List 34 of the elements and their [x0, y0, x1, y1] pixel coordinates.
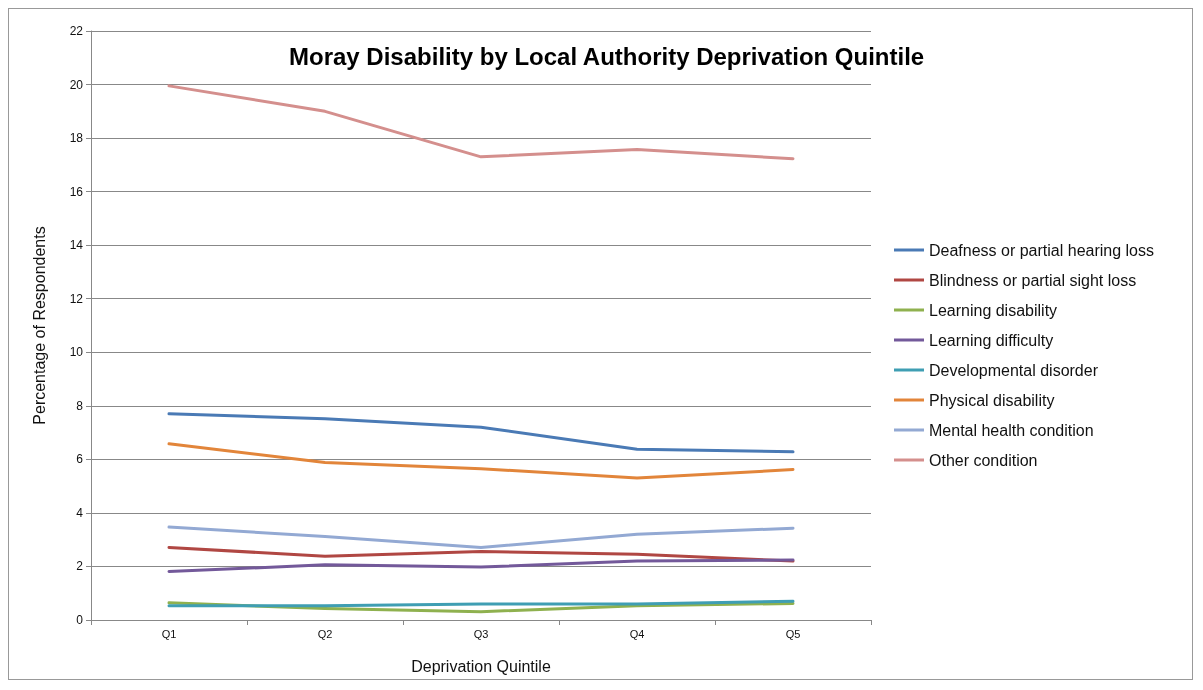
y-tick-label: 16	[69, 184, 84, 199]
x-tick-label: Q1	[161, 627, 177, 640]
x-tick-label: Q2	[317, 627, 333, 640]
x-tick-label: Q3	[473, 627, 489, 640]
y-tick-label: 4	[76, 505, 84, 520]
y-axis-title: Percentage of Respondents	[30, 226, 48, 425]
y-tick-label: 2	[76, 559, 84, 574]
line-series	[167, 545, 795, 563]
x-axis-title: Deprivation Quintile	[411, 657, 551, 675]
legend-label: Other condition	[929, 451, 1038, 469]
x-tick-label: Q4	[629, 627, 645, 640]
legend-label: Physical disability	[929, 391, 1055, 409]
text: Moray Disability by Local Authority Deprivation Quintile	[289, 42, 925, 70]
line-series	[167, 84, 795, 161]
legend-label: Deafness or partial hearing loss	[929, 241, 1155, 259]
y-tick-label: 18	[69, 131, 84, 146]
legend-label: Learning difficulty	[929, 331, 1054, 349]
line-series	[167, 412, 795, 454]
line-series	[167, 525, 795, 549]
y-tick-label: 10	[69, 345, 84, 360]
line-series	[167, 442, 795, 480]
y-tick-label: 12	[69, 291, 84, 306]
line-series	[167, 558, 795, 574]
y-tick-label: 6	[76, 452, 84, 467]
y-tick-label: 8	[76, 398, 84, 413]
legend-label: Mental health condition	[929, 421, 1094, 439]
y-tick-label: 0	[76, 613, 84, 627]
legend-label: Developmental disorder	[929, 361, 1099, 379]
legend-label: Learning disability	[929, 301, 1058, 319]
x-tick-label: Q5	[785, 627, 801, 640]
y-tick-label: 22	[69, 24, 84, 38]
y-tick-label: 20	[69, 77, 84, 92]
legend-label: Blindness or partial sight loss	[929, 271, 1137, 289]
y-tick-label: 14	[69, 238, 84, 253]
